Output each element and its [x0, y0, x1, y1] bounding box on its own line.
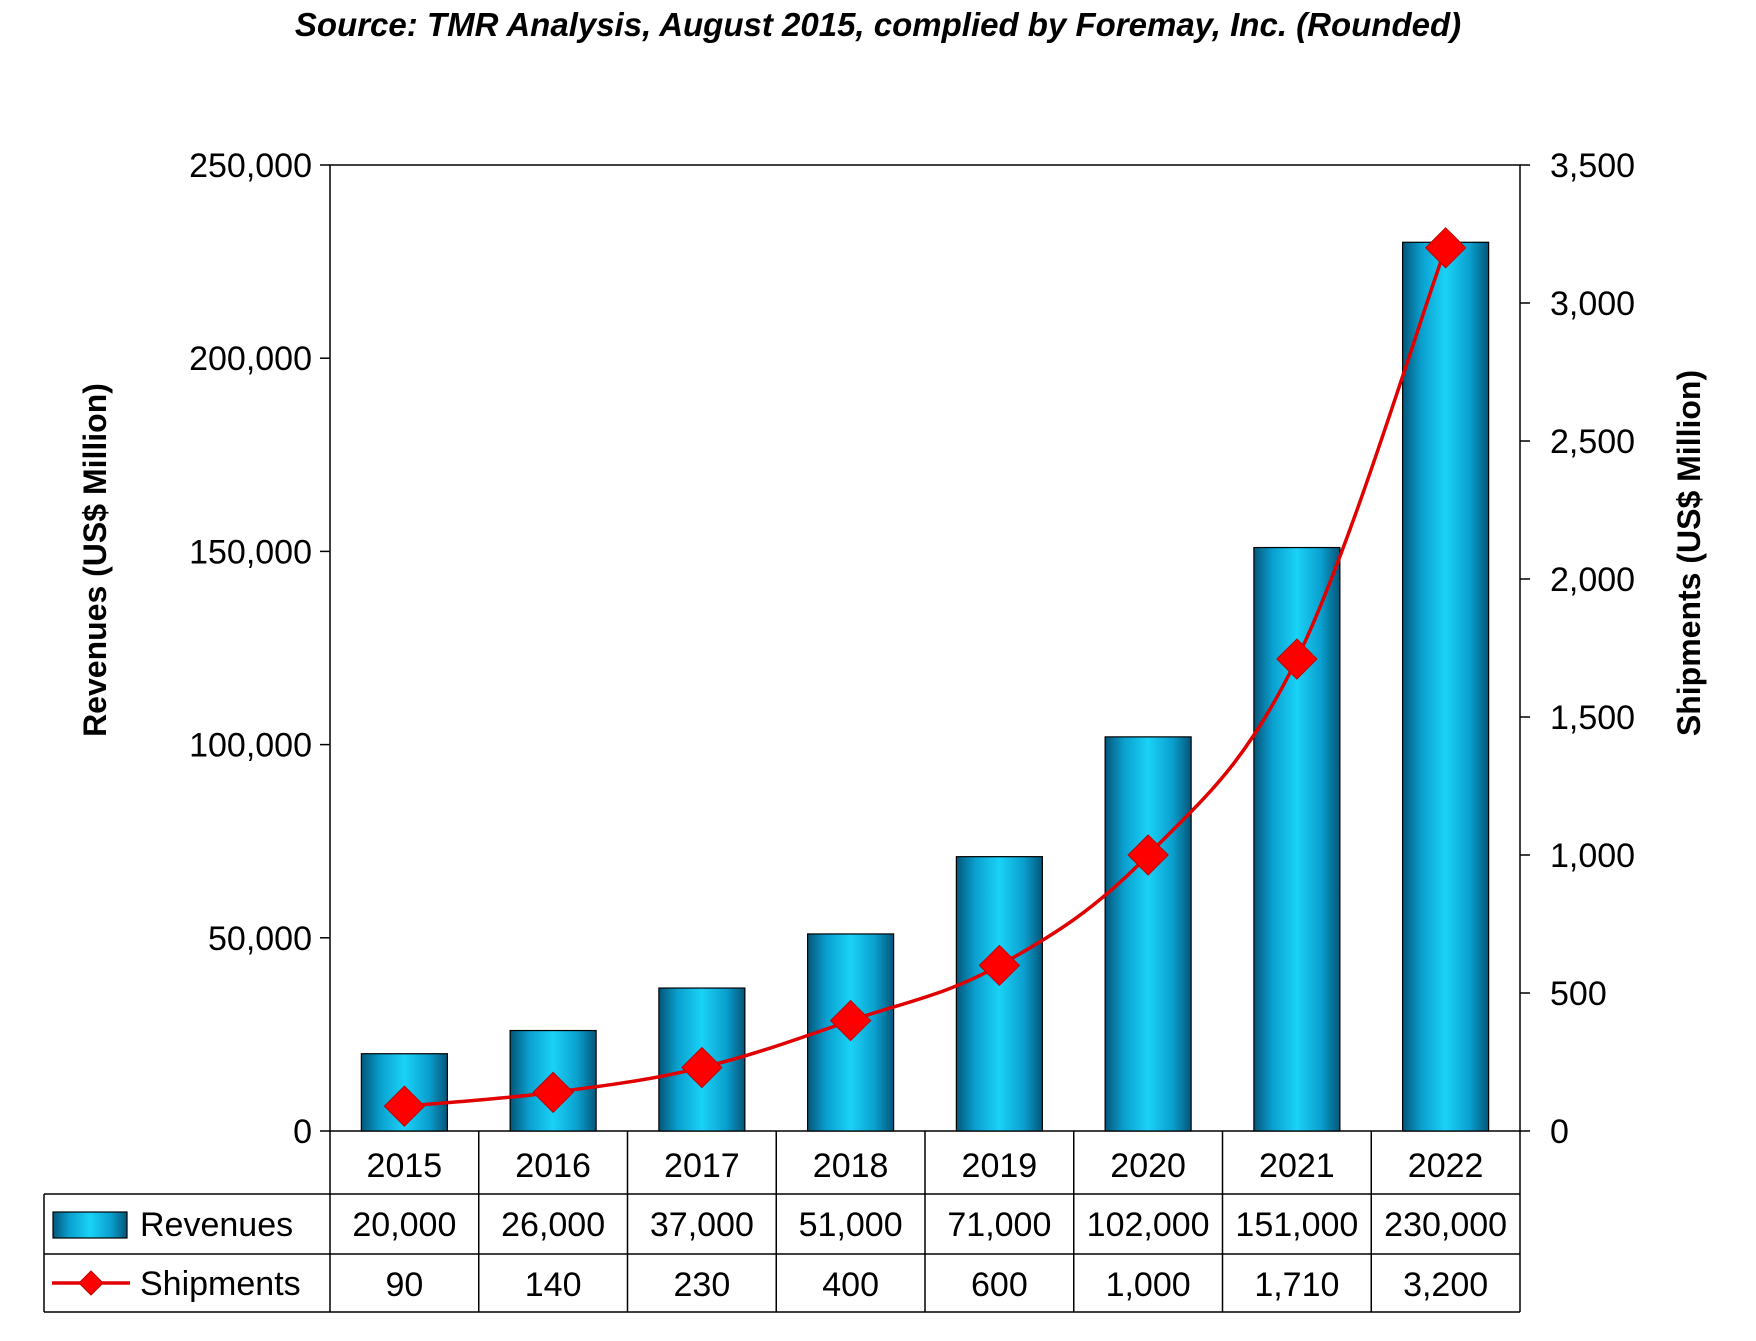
revenues-table-cell: 230,000	[1384, 1206, 1507, 1244]
revenues-table-cell: 26,000	[501, 1206, 605, 1244]
x-category-label: 2017	[664, 1147, 740, 1185]
revenue-bar-2022	[1402, 241, 1490, 1132]
shipments-table-cell: 140	[525, 1266, 582, 1304]
shipments-marker-2017	[681, 1046, 723, 1089]
right-tick-label: 3,500	[1550, 147, 1635, 185]
shipments-marker-2022	[1424, 227, 1467, 269]
shipments-table-cell: 90	[385, 1266, 423, 1304]
shipments-table-cell: 400	[822, 1266, 879, 1304]
right-tick-label: 3,000	[1550, 285, 1635, 323]
revenues-table-cell: 71,000	[947, 1206, 1051, 1244]
revenues-legend-key	[52, 1211, 128, 1239]
revenue-bar-2021	[1253, 546, 1341, 1132]
right-axis-title: Shipments (US$ Million)	[1671, 370, 1707, 736]
left-tick-label: 250,000	[189, 147, 312, 185]
shipments-legend-marker	[78, 1270, 104, 1296]
revenues-table-cell: 151,000	[1235, 1206, 1358, 1244]
left-tick-label: 200,000	[189, 340, 312, 378]
shipments-table-cell: 600	[971, 1266, 1028, 1304]
right-tick-label: 2,500	[1550, 423, 1635, 461]
x-category-label: 2016	[515, 1147, 591, 1185]
left-tick-label: 150,000	[189, 533, 312, 571]
revenues-table-cell: 51,000	[799, 1206, 903, 1244]
shipments-marker-2016	[532, 1071, 574, 1114]
revenues-legend-label: Revenues	[140, 1206, 293, 1244]
shipments-marker-2019	[978, 944, 1021, 987]
right-tick-label: 2,000	[1550, 561, 1635, 599]
right-tick-label: 1,000	[1550, 837, 1635, 875]
right-tick-label: 0	[1550, 1113, 1569, 1151]
shipments-marker-2021	[1276, 638, 1318, 680]
plot-area-border	[329, 164, 1521, 1132]
shipments-table-cell: 3,200	[1403, 1266, 1488, 1304]
shipments-marker-2018	[829, 999, 872, 1042]
shipments-marker-2020	[1127, 834, 1169, 876]
revenue-bar-2019	[955, 856, 1043, 1132]
x-category-label: 2021	[1259, 1147, 1335, 1185]
left-tick-label: 0	[293, 1113, 312, 1151]
shipments-table-cell: 1,000	[1106, 1266, 1191, 1304]
x-category-label: 2018	[813, 1147, 889, 1185]
revenues-table-cell: 37,000	[650, 1206, 754, 1244]
left-tick-label: 50,000	[208, 920, 312, 958]
left-axis-title: Revenues (US$ Million)	[77, 383, 113, 737]
shipments-table-cell: 230	[674, 1266, 731, 1304]
shipments-table-cell: 1,710	[1254, 1266, 1339, 1304]
revenues-table-cell: 20,000	[352, 1206, 456, 1244]
shipments-marker-2015	[383, 1085, 426, 1127]
shipments-legend-label: Shipments	[140, 1265, 301, 1303]
left-tick-label: 100,000	[189, 727, 312, 765]
x-category-label: 2022	[1408, 1147, 1484, 1185]
x-category-label: 2015	[367, 1147, 443, 1185]
x-category-label: 2019	[962, 1147, 1038, 1185]
right-tick-label: 1,500	[1550, 699, 1635, 737]
revenues-table-cell: 102,000	[1087, 1206, 1210, 1244]
chart-title: Source: TMR Analysis, August 2015, compl…	[295, 6, 1461, 43]
right-tick-label: 500	[1550, 975, 1607, 1013]
x-category-label: 2020	[1110, 1147, 1186, 1185]
revenue-bar-2020	[1104, 736, 1192, 1132]
